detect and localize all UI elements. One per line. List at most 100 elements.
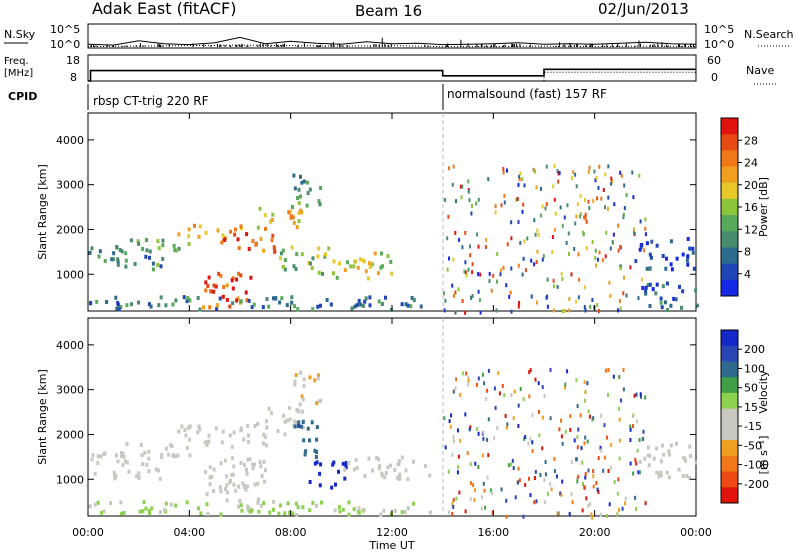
power-cell	[670, 267, 674, 272]
power-cell	[373, 251, 377, 256]
power-cell	[678, 284, 681, 289]
power-sparse-cell	[589, 304, 592, 309]
vel-cell	[160, 452, 164, 457]
power-cell	[299, 174, 302, 179]
velocity-cells-group	[88, 367, 698, 520]
vel-sparse-cell	[544, 460, 547, 465]
power-sparse-cell	[577, 252, 580, 257]
power-sparse-cell	[471, 270, 474, 275]
vel-cell	[652, 456, 656, 461]
power-cell	[137, 241, 141, 246]
vel-sparse-cell	[600, 413, 603, 418]
power-sparse-cell	[611, 179, 613, 184]
power-cell	[651, 287, 655, 292]
power-sparse-cell	[622, 215, 625, 220]
power-sparse-cell	[575, 299, 578, 304]
power-colorbar-tick-label: 20	[744, 179, 758, 192]
vel-sparse-cell	[587, 468, 590, 473]
vel-cell	[109, 501, 113, 505]
vel-cell	[316, 376, 320, 381]
power-sparse-cell	[583, 305, 586, 310]
vel-cell	[91, 453, 95, 458]
power-cell	[206, 284, 210, 288]
vel-sparse-cell	[607, 469, 610, 473]
xtick-label: 00:00	[680, 526, 712, 539]
nsky-panel: N.Sky 10^5 10^0 10^5 10^0 N.Search	[4, 23, 794, 51]
power-sparse-cell	[609, 246, 612, 251]
power-sparse-cell	[608, 280, 611, 285]
vel-cell	[397, 459, 401, 464]
power-cell	[688, 246, 692, 251]
nsky-series-nsky-line	[87, 36, 697, 46]
power-cell	[164, 303, 168, 308]
power-cell	[144, 254, 148, 259]
vel-sparse-cell	[638, 470, 641, 475]
power-cell	[174, 298, 178, 303]
vel-cell	[412, 501, 416, 506]
power-cell	[239, 224, 243, 229]
vel-cell	[301, 420, 305, 425]
vel-cell	[225, 498, 229, 503]
vel-sparse-cell	[519, 387, 522, 391]
vel-cell	[315, 503, 318, 508]
vel-cell	[135, 474, 139, 479]
power-sparse-cell	[623, 183, 626, 188]
vel-cell	[665, 470, 669, 475]
power-sparse-cell	[596, 196, 599, 201]
vel-sparse-cell	[512, 416, 515, 421]
freq-line	[88, 68, 696, 82]
vel-cell	[347, 461, 351, 465]
velocity-xticks-group: 00:00 04:00 08:00 12:00 16:00 20:00 00:00	[72, 318, 712, 539]
power-sparse-cell	[518, 177, 521, 182]
power-cell	[363, 299, 367, 304]
power-cell	[308, 187, 312, 192]
vel-sparse-cell	[620, 398, 623, 403]
power-sparse-cell	[443, 308, 446, 313]
vel-cell	[318, 471, 322, 476]
vel-cell	[302, 377, 306, 382]
vel-cell	[267, 406, 271, 411]
vel-cell	[231, 472, 235, 477]
power-sparse-cell	[607, 164, 610, 169]
vel-cell	[688, 454, 692, 459]
vel-cell	[123, 459, 127, 464]
vel-cell	[655, 470, 659, 475]
vel-sparse-cell	[452, 497, 455, 502]
vel-cell	[184, 433, 188, 438]
power-cell	[294, 267, 298, 271]
vel-sparse-cell	[644, 395, 647, 400]
vel-sparse-cell	[624, 496, 627, 501]
vel-sparse-cell	[592, 484, 595, 489]
power-sparse-cell	[506, 168, 508, 173]
power-cell	[364, 269, 368, 274]
power-cell	[88, 250, 92, 255]
vel-sparse-cell	[576, 435, 579, 440]
power-cell	[218, 296, 222, 301]
power-cell	[255, 241, 258, 246]
power-sparse-cell	[536, 228, 539, 233]
vel-cell	[330, 485, 334, 490]
power-sparse-cell	[605, 230, 608, 235]
vel-cell	[90, 457, 94, 462]
power-sparse-cell	[475, 201, 478, 206]
vel-cell	[277, 511, 281, 516]
vel-sparse-cell	[597, 456, 600, 461]
vel-cell	[265, 425, 269, 430]
vel-cell	[375, 455, 379, 460]
vel-cell	[288, 510, 291, 515]
vel-sparse-cell	[571, 500, 574, 505]
power-cell	[305, 203, 309, 208]
power-sparse-cell	[471, 294, 474, 298]
velocity-colorbar-cell	[721, 440, 738, 457]
vel-cell	[314, 455, 318, 459]
vel-cell	[262, 501, 266, 506]
vel-sparse-cell	[493, 435, 496, 440]
power-cell	[265, 297, 269, 301]
power-sparse-cell	[579, 193, 582, 198]
nave-tick-top: 60	[707, 54, 721, 67]
power-cell	[350, 306, 354, 311]
power-sparse-cell	[467, 189, 470, 194]
power-sparse-cell	[517, 182, 520, 187]
power-cell	[95, 299, 99, 304]
power-colorbar-cell	[721, 150, 738, 168]
